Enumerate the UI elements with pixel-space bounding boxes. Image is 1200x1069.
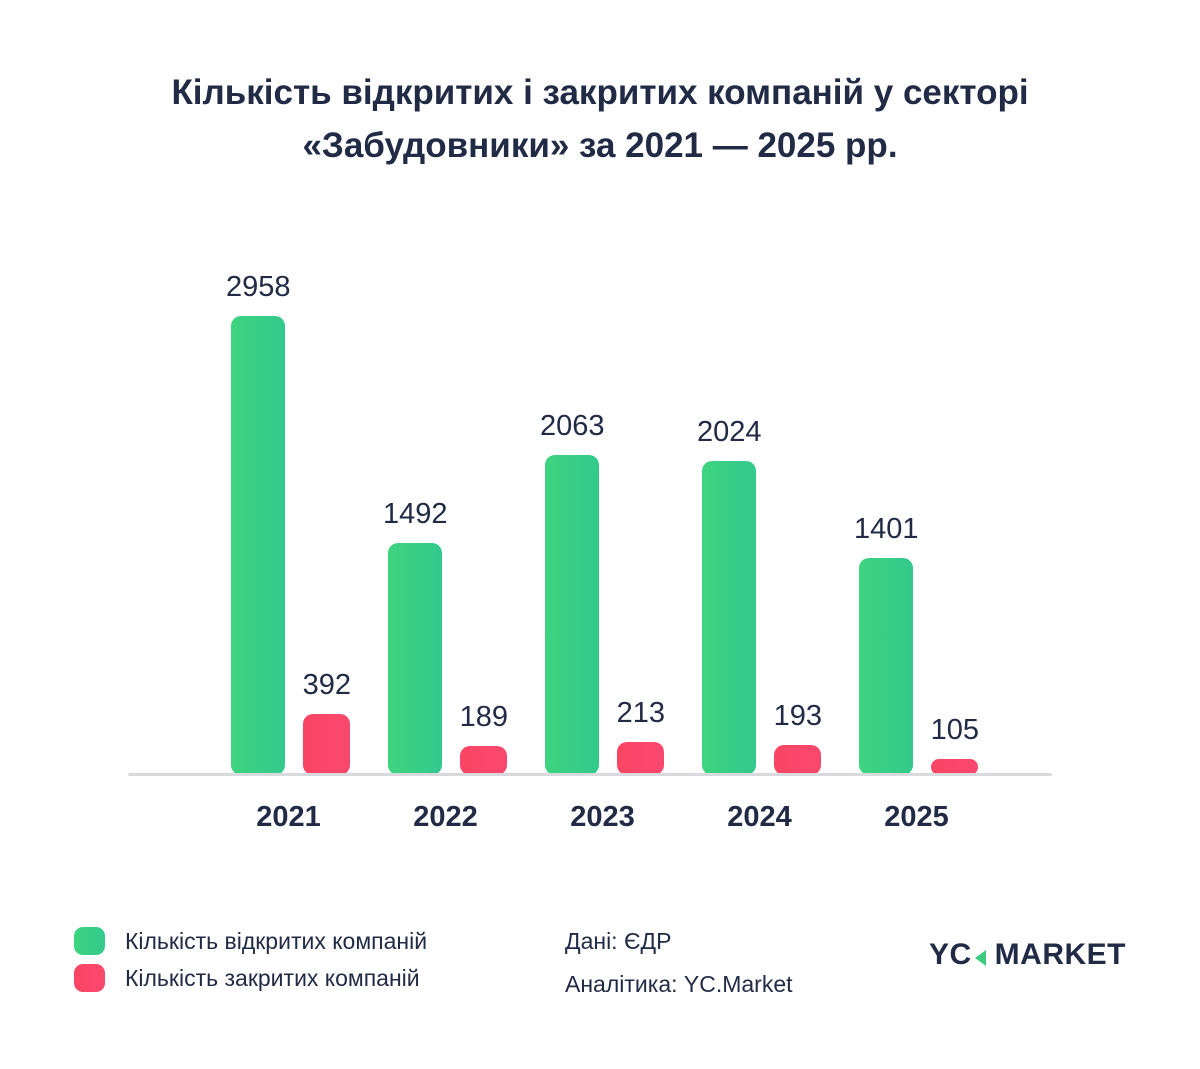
x-axis-label-2021: 2021 bbox=[256, 801, 321, 833]
x-axis-label-2025: 2025 bbox=[884, 801, 949, 833]
legend-label-open-companies: Кількість відкритих компаній bbox=[125, 927, 428, 954]
bar-closed-2021 bbox=[303, 714, 351, 775]
legend-item-open-companies: Кількість відкритих компаній bbox=[74, 927, 427, 955]
bar-column-open-2025: 1401 bbox=[854, 316, 919, 775]
bar-value-label-closed-2021: 392 bbox=[302, 669, 351, 701]
legend-item-closed-companies: Кількість закритих компаній bbox=[74, 964, 427, 992]
bar-closed-2025 bbox=[931, 759, 979, 775]
x-axis-line bbox=[128, 773, 1052, 776]
bar-column-open-2022: 1492 bbox=[383, 316, 448, 775]
source-analytics-label: Аналітика: YC.Market bbox=[565, 971, 793, 997]
bar-group-2022: 1492 189 bbox=[367, 316, 524, 775]
bar-closed-2023 bbox=[617, 742, 665, 775]
yc-market-logo: YC MARKET bbox=[929, 938, 1126, 972]
legend: Кількість відкритих компаній Кількість з… bbox=[74, 927, 427, 1001]
chart-title-line1: Кількість відкритих і закритих компаній … bbox=[171, 73, 1029, 112]
bar-column-closed-2025: 105 bbox=[931, 316, 979, 775]
bar-column-closed-2022: 189 bbox=[460, 316, 508, 775]
bar-column-closed-2024: 193 bbox=[774, 316, 822, 775]
bar-group-2021: 2958 392 bbox=[210, 271, 367, 775]
bar-closed-2024 bbox=[774, 745, 822, 775]
bar-column-open-2023: 2063 bbox=[540, 316, 605, 775]
bar-value-label-open-2023: 2063 bbox=[540, 410, 605, 442]
bar-value-label-closed-2024: 193 bbox=[773, 700, 822, 732]
plot-area: 2958 392 1492 189 2063 213 2024 193 1401 105 bbox=[210, 271, 995, 775]
bar-value-label-open-2025: 1401 bbox=[854, 513, 919, 545]
bar-value-label-closed-2025: 105 bbox=[930, 714, 979, 746]
bar-open-2023 bbox=[545, 455, 600, 775]
bar-group-2023: 2063 213 bbox=[524, 316, 681, 775]
bar-value-label-open-2021: 2958 bbox=[226, 271, 291, 303]
legend-swatch-closed-companies bbox=[74, 964, 105, 992]
bar-open-2025 bbox=[859, 558, 914, 775]
bar-open-2021 bbox=[231, 316, 286, 775]
bar-group-2025: 1401 105 bbox=[838, 316, 995, 775]
source-data-label: Дані: ЄДР bbox=[565, 928, 672, 954]
x-axis-label-2022: 2022 bbox=[413, 801, 478, 833]
source-block: Дані: ЄДР Аналітика: YC.Market bbox=[565, 928, 793, 1014]
logo-triangle-icon bbox=[974, 949, 986, 966]
bar-value-label-open-2022: 1492 bbox=[383, 498, 448, 530]
x-axis-label-2024: 2024 bbox=[727, 801, 792, 833]
chart-title-line2: «Забудовники» за 2021 — 2025 рр. bbox=[302, 126, 898, 165]
logo-text-yc: YC bbox=[928, 938, 972, 971]
bar-closed-2022 bbox=[460, 746, 508, 775]
bar-column-open-2021: 2958 bbox=[226, 271, 291, 775]
logo-text-market: MARKET bbox=[994, 938, 1126, 971]
x-axis-labels: 2021 2022 2023 2024 2025 bbox=[210, 801, 995, 834]
bar-group-2024: 2024 193 bbox=[681, 316, 838, 775]
bar-column-closed-2021: 392 bbox=[303, 316, 351, 775]
chart-title: Кількість відкритих і закритих компаній … bbox=[0, 66, 1200, 172]
bar-open-2024 bbox=[702, 461, 757, 775]
bar-open-2022 bbox=[388, 543, 443, 775]
bar-column-open-2024: 2024 bbox=[697, 316, 762, 775]
legend-label-closed-companies: Кількість закритих компаній bbox=[125, 964, 420, 991]
x-axis-label-2023: 2023 bbox=[570, 801, 635, 833]
bar-column-closed-2023: 213 bbox=[617, 316, 665, 775]
bar-value-label-closed-2022: 189 bbox=[459, 701, 508, 733]
bar-value-label-closed-2023: 213 bbox=[616, 697, 665, 729]
bar-value-label-open-2024: 2024 bbox=[697, 416, 762, 448]
legend-swatch-open-companies bbox=[74, 927, 105, 955]
